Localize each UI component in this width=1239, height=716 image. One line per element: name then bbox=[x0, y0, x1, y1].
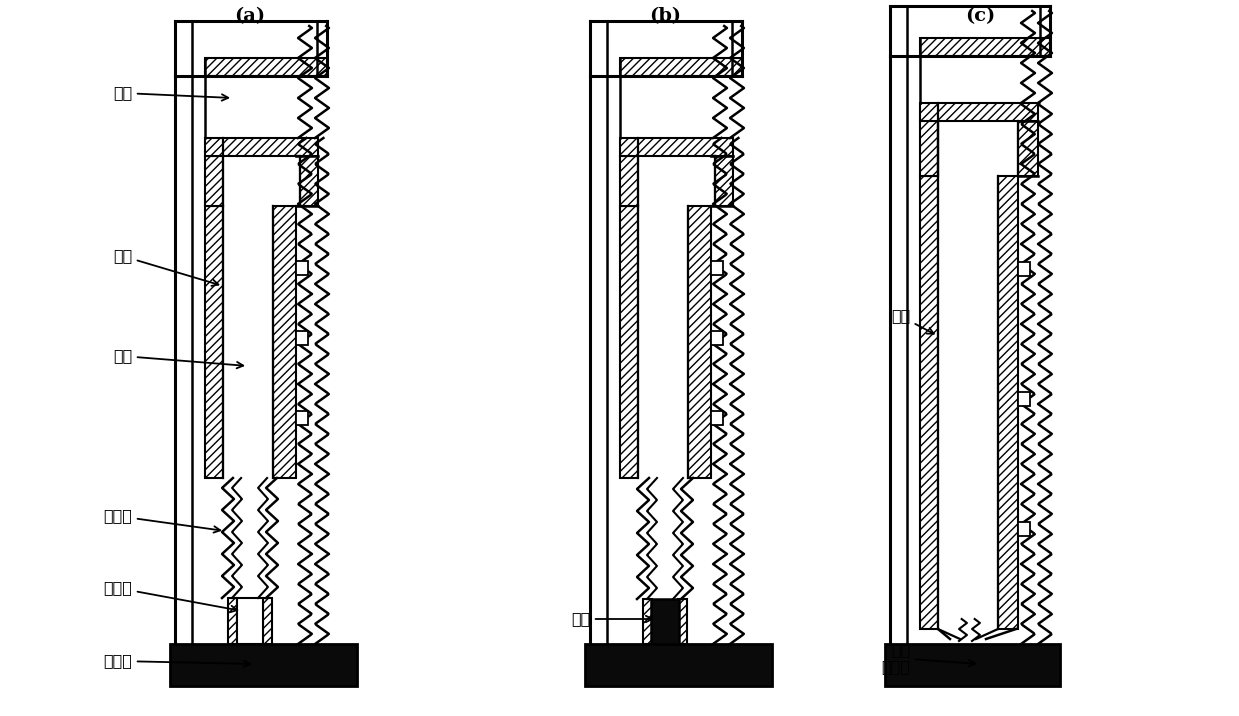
Bar bbox=[1018, 262, 1030, 276]
Bar bbox=[921, 38, 1049, 56]
Bar bbox=[585, 644, 772, 686]
Bar bbox=[620, 138, 733, 156]
Bar bbox=[204, 58, 327, 76]
Text: (c): (c) bbox=[965, 7, 995, 25]
Text: (a): (a) bbox=[234, 7, 265, 25]
Text: (b): (b) bbox=[649, 7, 681, 25]
Text: 籽晶: 籽晶 bbox=[571, 611, 652, 626]
Bar bbox=[711, 411, 724, 425]
Text: 引晶段: 引晶段 bbox=[103, 581, 238, 612]
Bar bbox=[296, 331, 309, 345]
Bar bbox=[688, 206, 711, 478]
Text: 选晶段: 选晶段 bbox=[103, 508, 221, 533]
Bar bbox=[678, 599, 686, 644]
Bar bbox=[620, 156, 638, 206]
Text: 模壳: 模壳 bbox=[891, 309, 934, 334]
Bar bbox=[296, 261, 309, 275]
Text: 型腔: 型腔 bbox=[113, 349, 243, 368]
Bar bbox=[228, 598, 237, 644]
Bar bbox=[263, 598, 273, 644]
Bar bbox=[237, 598, 263, 644]
Bar bbox=[296, 411, 309, 425]
Bar bbox=[204, 156, 223, 206]
Bar bbox=[711, 331, 724, 345]
Bar bbox=[204, 206, 223, 478]
Bar bbox=[1018, 121, 1038, 176]
Bar bbox=[643, 599, 652, 644]
Bar bbox=[711, 261, 724, 275]
Bar bbox=[1018, 522, 1030, 536]
Bar bbox=[921, 176, 938, 629]
Text: 单晶
激冷盘: 单晶 激冷盘 bbox=[881, 642, 975, 674]
Text: 浇道: 浇道 bbox=[113, 85, 228, 101]
Bar bbox=[715, 156, 733, 206]
Bar bbox=[997, 176, 1018, 629]
Bar bbox=[885, 644, 1061, 686]
Bar bbox=[921, 121, 938, 176]
Bar bbox=[921, 103, 1038, 121]
Bar bbox=[650, 599, 679, 644]
Bar bbox=[620, 206, 638, 478]
Bar bbox=[170, 644, 357, 686]
Bar bbox=[204, 138, 318, 156]
Bar bbox=[273, 206, 296, 478]
Bar bbox=[300, 156, 318, 206]
Bar bbox=[620, 58, 742, 76]
Text: 激冷盘: 激冷盘 bbox=[103, 654, 250, 669]
Bar bbox=[1018, 392, 1030, 406]
Text: 模壳: 模壳 bbox=[113, 248, 218, 286]
